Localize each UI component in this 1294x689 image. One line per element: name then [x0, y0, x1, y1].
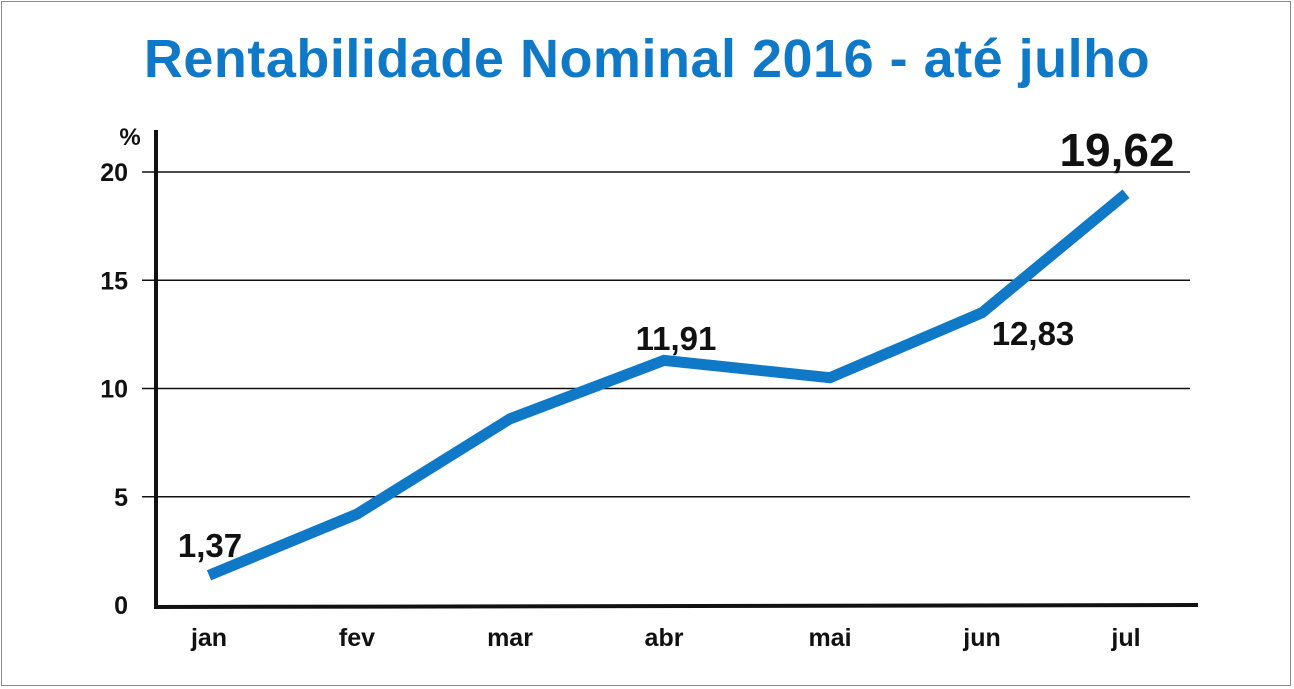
x-tick-label: jan: [190, 624, 227, 652]
x-axis: [153, 603, 1199, 609]
data-label-jul: 19,62: [1059, 124, 1174, 176]
y-tick-label: 5: [114, 484, 128, 512]
data-label-abr: 11,91: [636, 320, 717, 357]
x-tick-label: mai: [808, 624, 851, 652]
x-tick-label: jul: [1110, 624, 1140, 652]
x-tick-label: abr: [645, 624, 684, 652]
y-tick-label: 15: [100, 267, 128, 295]
data-label-jan: 1,37: [178, 527, 242, 564]
axes: [153, 130, 1199, 609]
x-tick-label: jun: [962, 624, 1001, 652]
data-label-jun: 12,83: [992, 315, 1075, 352]
x-tick-label: mar: [487, 624, 533, 652]
labels: 0 5 10 15 20% jan fev mar abr mai jun jul 1,37 11,91 1…: [100, 124, 1174, 652]
y-axis-unit-label: %: [119, 124, 140, 151]
y-tick-label: 20: [100, 159, 128, 187]
y-tick-label: 10: [100, 376, 128, 404]
chart-title: Rentabilidade Nominal 2016 - até julho: [143, 29, 1151, 89]
y-tick-label: 0: [114, 592, 128, 620]
series-line: [206, 189, 1130, 581]
series: [206, 189, 1130, 581]
x-tick-label: fev: [339, 624, 375, 652]
